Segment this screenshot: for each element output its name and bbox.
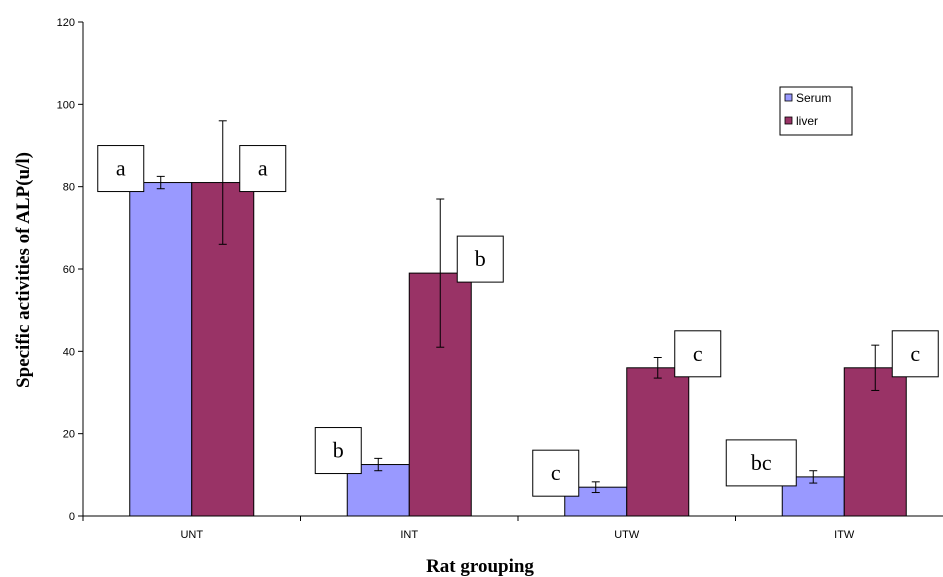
significance-box (891, 330, 939, 378)
significance-box (239, 145, 287, 193)
error-bars (156, 120, 880, 494)
y-tick-label: 120 (57, 17, 75, 29)
y-tick-label: 100 (57, 99, 75, 111)
significance-label: c (532, 449, 580, 497)
x-tick-label: UNT (180, 529, 203, 541)
significance-letter: b (475, 246, 486, 271)
significance-box (314, 427, 362, 475)
y-tick-label: 40 (63, 346, 75, 358)
x-axis-ticks: UNT INT UTW ITW (82, 516, 855, 541)
bar-liver-utw (626, 367, 690, 517)
significance-letter: bc (751, 450, 772, 475)
significance-label: c (891, 330, 939, 378)
x-tick-label: ITW (834, 529, 855, 541)
legend-swatch-serum (784, 93, 793, 102)
significance-letter: c (693, 341, 703, 366)
significance-box (674, 330, 722, 378)
significance-box (725, 439, 797, 487)
legend-swatch-liver (784, 116, 793, 125)
legend: Serum liver (779, 86, 853, 136)
y-tick-label: 60 (63, 264, 75, 276)
bar-liver-itw (843, 367, 907, 517)
y-tick-label: 0 (69, 511, 75, 523)
significance-letter: c (551, 460, 561, 485)
significance-label: a (97, 145, 145, 193)
y-tick-label: 20 (63, 429, 75, 441)
x-tick-label: UTW (614, 529, 640, 541)
y-axis-title: Specific activities of ALP(u/l) (13, 152, 34, 388)
significance-label: bc (725, 439, 797, 487)
significance-label: b (456, 235, 504, 283)
y-tick-label: 80 (63, 182, 75, 194)
significance-letter: a (258, 156, 268, 181)
legend-label-serum: Serum (796, 91, 831, 105)
significance-label: b (314, 427, 362, 475)
x-axis-title: Rat grouping (426, 556, 534, 577)
significance-box (456, 235, 504, 283)
y-axis-ticks: 0 20 40 60 80 100 120 (57, 17, 83, 523)
bar-serum-unt (129, 182, 193, 517)
legend-label-liver: liver (796, 114, 818, 128)
significance-box (97, 145, 145, 193)
significance-label: a (239, 145, 287, 193)
significance-letter: a (116, 156, 126, 181)
significance-box (532, 449, 580, 497)
significance-letter: b (333, 438, 344, 463)
significance-label: c (674, 330, 722, 378)
significance-letter: c (910, 341, 920, 366)
x-tick-label: INT (400, 529, 418, 541)
